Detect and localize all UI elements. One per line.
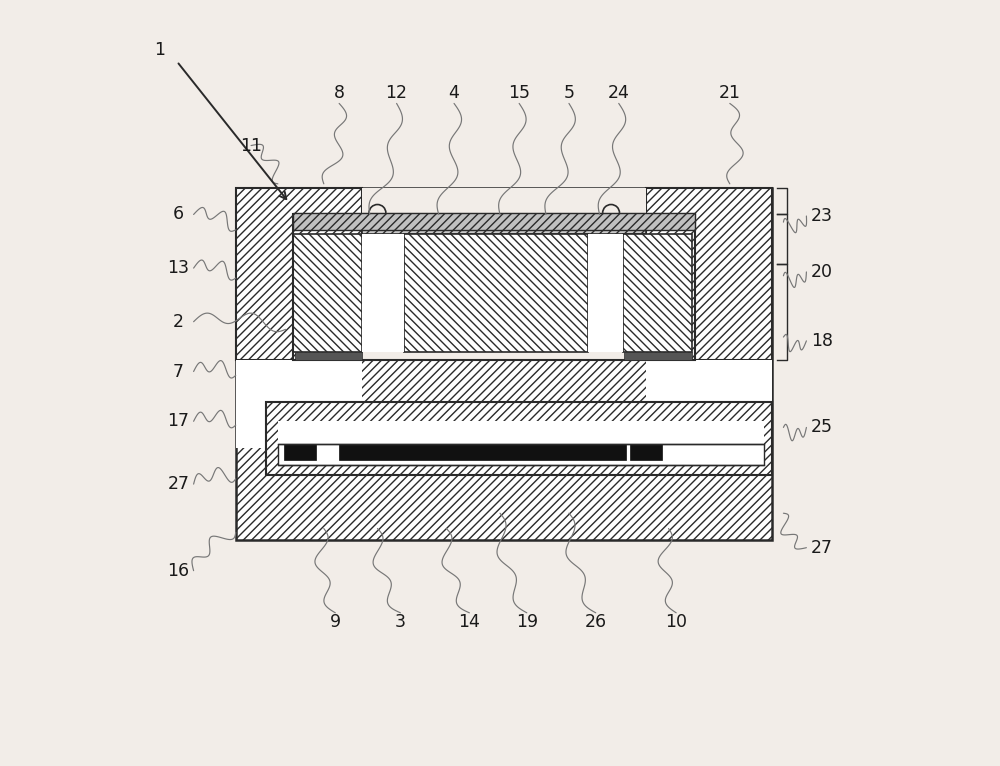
Text: 9: 9 [330, 613, 341, 631]
Bar [624, 352, 692, 360]
Text: 12: 12 [386, 84, 408, 103]
Text: 2: 2 [173, 313, 184, 331]
Bar [236, 188, 772, 540]
Text: 26: 26 [585, 613, 607, 631]
Bar [236, 360, 362, 448]
Bar [293, 214, 695, 360]
Bar [588, 234, 623, 352]
Text: 27: 27 [167, 475, 189, 493]
Text: 4: 4 [449, 84, 459, 103]
Text: 23: 23 [811, 207, 833, 225]
Text: 24: 24 [608, 84, 630, 103]
Bar [362, 188, 646, 360]
Text: 6: 6 [173, 205, 184, 224]
Bar [236, 188, 362, 360]
Text: 16: 16 [167, 561, 189, 580]
Bar [278, 421, 764, 465]
Bar [646, 188, 772, 360]
Text: 19: 19 [516, 613, 538, 631]
Bar [339, 444, 626, 460]
Bar [362, 234, 404, 352]
Text: 14: 14 [458, 613, 480, 631]
Bar [630, 444, 662, 460]
Text: 15: 15 [508, 84, 530, 103]
Bar [284, 444, 316, 460]
Text: 5: 5 [563, 84, 574, 103]
Text: 17: 17 [167, 412, 189, 430]
Bar [266, 402, 772, 475]
Text: 27: 27 [811, 538, 833, 557]
Bar [293, 234, 362, 352]
Text: 20: 20 [811, 263, 833, 281]
Text: 10: 10 [665, 613, 687, 631]
Text: 7: 7 [173, 362, 184, 381]
Text: 3: 3 [395, 613, 406, 631]
Text: 8: 8 [334, 84, 345, 103]
Bar [295, 352, 362, 360]
Text: 18: 18 [811, 332, 833, 350]
Bar [293, 213, 695, 230]
Bar [362, 214, 646, 234]
Bar [646, 360, 772, 448]
Text: 21: 21 [719, 84, 741, 103]
Text: 11: 11 [240, 136, 262, 155]
Text: 1: 1 [154, 41, 165, 59]
Bar [404, 234, 588, 352]
Text: 25: 25 [811, 418, 833, 437]
Text: 13: 13 [167, 259, 189, 277]
Bar [278, 444, 764, 465]
Bar [623, 234, 692, 352]
